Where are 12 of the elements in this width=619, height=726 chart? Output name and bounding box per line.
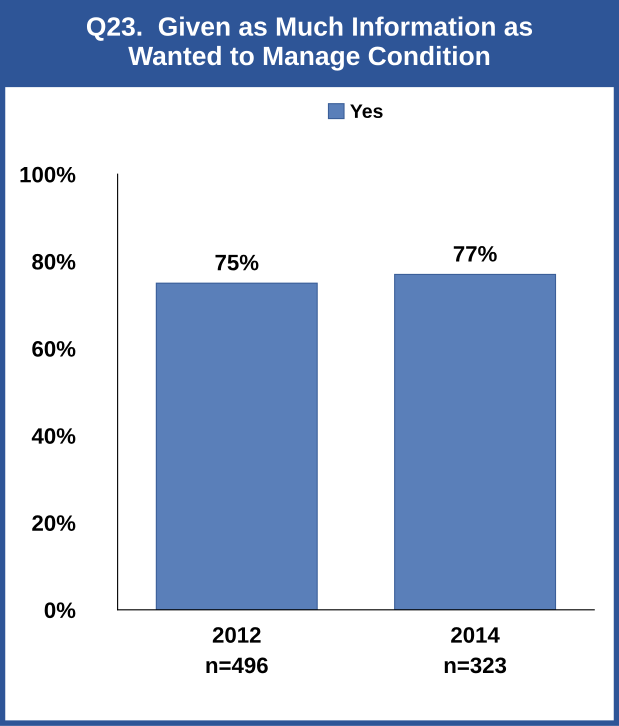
y-tick-label: 0% <box>44 602 76 618</box>
y-tick-label: 80% <box>32 254 76 270</box>
x-tick-label: 2014 n=323 <box>444 627 506 674</box>
y-tick-label: 40% <box>32 428 76 444</box>
y-tick-label: 60% <box>32 341 76 357</box>
y-tick-label: 20% <box>32 515 76 531</box>
data-label: 75% <box>215 254 258 270</box>
y-tick-label: 100% <box>20 166 76 183</box>
x-tick-label: 2012 n=496 <box>206 627 268 674</box>
chart-title: Q23. Given as Much Information as Wanted to Manage Condition <box>86 16 532 71</box>
legend-label: Yes <box>350 104 383 118</box>
data-label: 77% <box>454 246 497 262</box>
